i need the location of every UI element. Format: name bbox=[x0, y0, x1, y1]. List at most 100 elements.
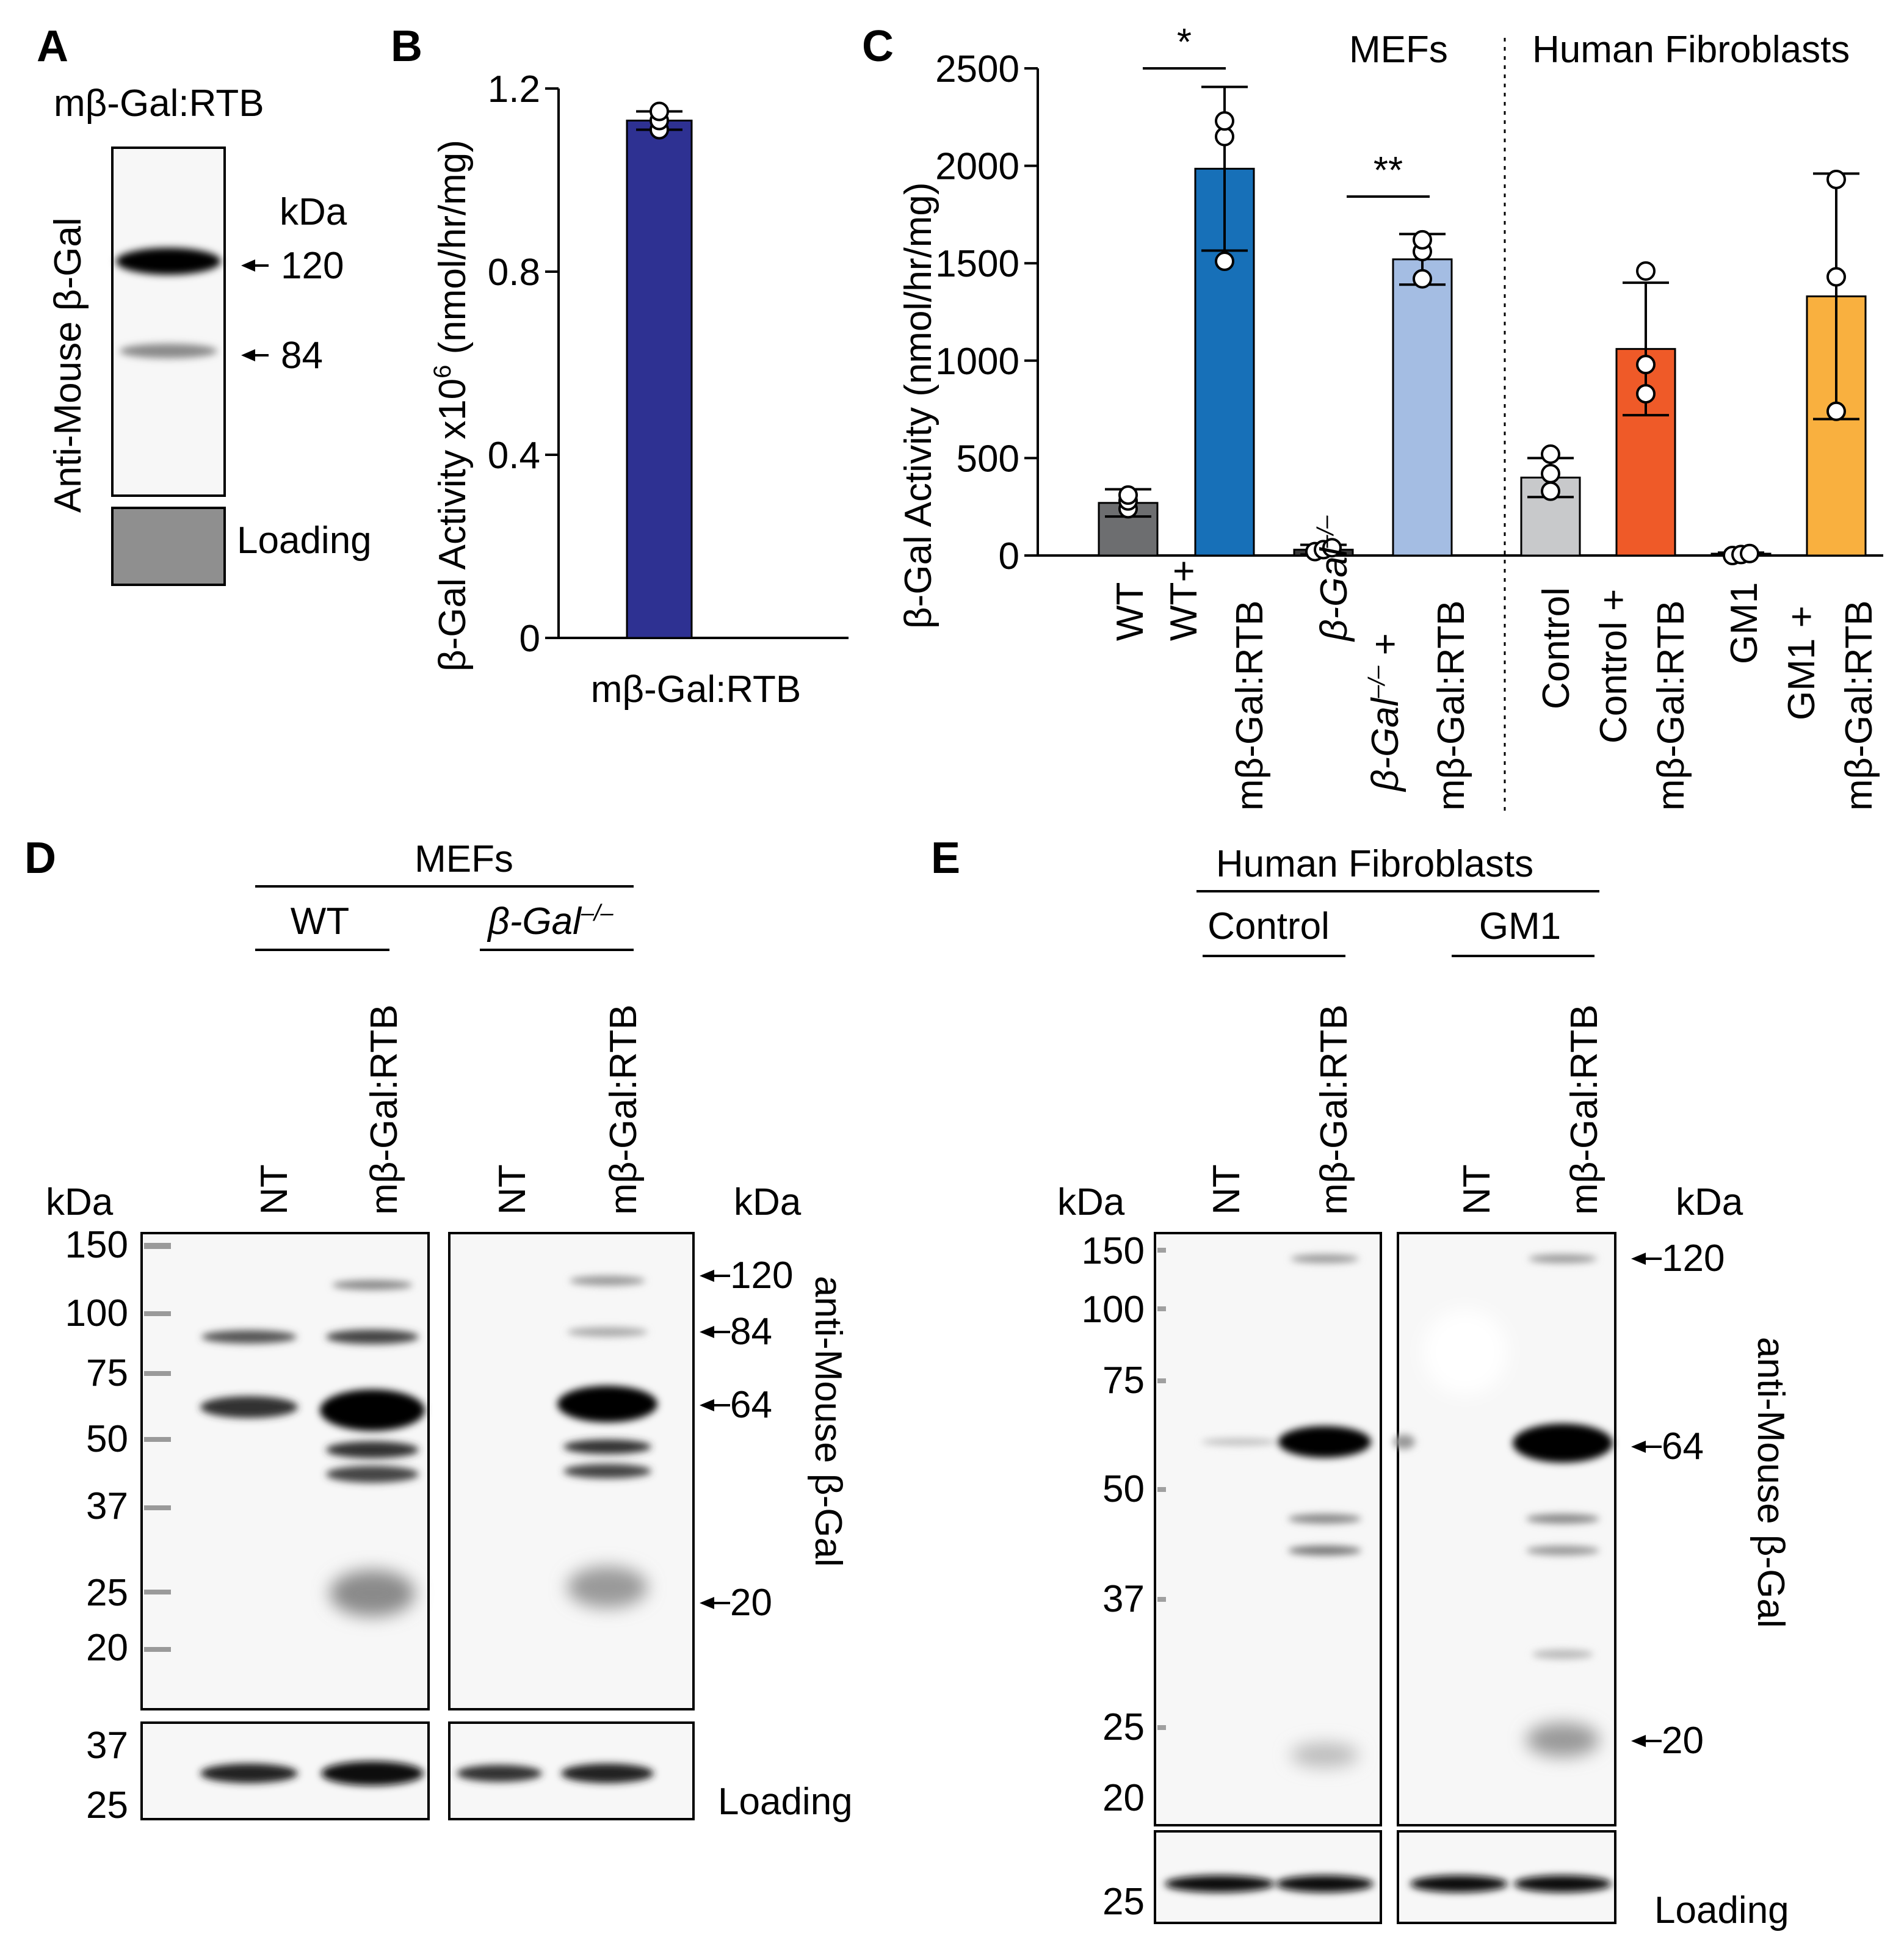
panel-e-arrow-120: 120 bbox=[1631, 1237, 1725, 1279]
panel-d: D MEFs WT β-Gal–/– NT mβ-Gal:RTB NT mβ-G… bbox=[24, 834, 853, 1826]
data-point bbox=[1826, 267, 1846, 287]
data-point bbox=[1215, 111, 1234, 131]
panel-e: E Human Fibroblasts Control GM1 NT mβ-Ga… bbox=[931, 834, 1792, 1931]
panel-d-band-rtb-64 bbox=[320, 1389, 425, 1431]
panel-e-band-ctrl-50a bbox=[1288, 1514, 1361, 1524]
panel-d-band-nt-64 bbox=[200, 1396, 298, 1418]
panel-d-group: MEFs bbox=[414, 838, 513, 880]
panel-d-band-ko-rtb-64 bbox=[557, 1386, 657, 1422]
y-tick-label: 1.2 bbox=[488, 68, 540, 110]
data-point bbox=[1636, 355, 1656, 375]
panel-d-band-rtb-50b bbox=[326, 1466, 419, 1483]
panel-e-ladder-75: 75 bbox=[1102, 1359, 1145, 1402]
bar bbox=[1392, 258, 1453, 557]
panel-d-band-ko-rtb-120 bbox=[570, 1276, 645, 1286]
data-point bbox=[1636, 384, 1656, 404]
panel-e-lane-1: NT bbox=[1206, 1164, 1248, 1215]
panel-e-loading-label: Loading bbox=[1654, 1889, 1789, 1931]
panel-c-star-single: * bbox=[1177, 21, 1192, 63]
panel-d-band-nt-84 bbox=[201, 1330, 297, 1344]
panel-d-loading-ladder-37: 37 bbox=[86, 1725, 128, 1767]
panel-a-arrow-120: 120 bbox=[241, 245, 344, 287]
panel-d-arrow-64: 64 bbox=[700, 1384, 772, 1426]
panel-e-ladder-20: 20 bbox=[1102, 1777, 1145, 1819]
panel-d-ladder-150: 150 bbox=[65, 1224, 128, 1266]
panel-e-lane-3: NT bbox=[1456, 1164, 1498, 1215]
panel-a-label: A bbox=[37, 22, 68, 71]
panel-a: A mβ-Gal:RTB Anti-Mouse β-Gal kDa 120 84… bbox=[37, 22, 372, 586]
y-tick-label: 500 bbox=[957, 438, 1019, 480]
panel-d-label: D bbox=[24, 834, 56, 883]
panel-c-tick-control-plus-sub: mβ-Gal:RTB bbox=[1650, 600, 1692, 811]
panel-b: B 0 0.4 0.8 1.2 mβ-Gal:RTB β-Gal Activity x1… bbox=[391, 22, 849, 711]
panel-c-chart: 0 500 1000 1500 2000 2500 bbox=[935, 48, 1883, 577]
panel-c-star-double: ** bbox=[1374, 150, 1403, 192]
panel-e-sub-gm1: GM1 bbox=[1479, 905, 1561, 947]
panel-a-band-120 bbox=[116, 248, 221, 275]
panel-d-arrow-84: 84 bbox=[700, 1311, 772, 1353]
panel-e-band-gm1-50b bbox=[1526, 1546, 1599, 1555]
panel-d-ladder-75: 75 bbox=[86, 1352, 128, 1394]
y-tick-label: 0.8 bbox=[488, 252, 540, 294]
panel-c-label: C bbox=[862, 22, 894, 71]
panel-c-tick-gm1: GM1 bbox=[1723, 582, 1765, 664]
y-tick-label: 1500 bbox=[935, 243, 1019, 285]
svg-text:20: 20 bbox=[730, 1582, 772, 1624]
y-tick-label: 0 bbox=[519, 618, 540, 660]
panel-e-ladder-100: 100 bbox=[1082, 1289, 1145, 1331]
panel-a-loading-label: Loading bbox=[237, 519, 372, 562]
panel-e-band-ctrl-64 bbox=[1278, 1426, 1371, 1458]
panel-b-label: B bbox=[391, 22, 422, 71]
panel-e-group: Human Fibroblasts bbox=[1216, 843, 1533, 885]
panel-a-marker-120: 120 bbox=[281, 245, 344, 287]
panel-d-arrow-120: 120 bbox=[700, 1254, 793, 1297]
panel-b-xtick: mβ-Gal:RTB bbox=[591, 668, 802, 711]
panel-e-band-gm1-120 bbox=[1529, 1254, 1597, 1263]
data-point bbox=[1541, 481, 1560, 501]
panel-c-tick-gm1-plus-sub: mβ-Gal:RTB bbox=[1838, 600, 1880, 811]
panel-e-side-label: anti-Mouse β-Gal bbox=[1750, 1337, 1792, 1628]
panel-d-band-ko-rtb-20 bbox=[567, 1566, 648, 1608]
data-point bbox=[1826, 169, 1846, 189]
panel-e-loading-ladder-25: 25 bbox=[1102, 1881, 1145, 1923]
panel-a-marker-84: 84 bbox=[281, 335, 323, 377]
panel-e-blot-control bbox=[1154, 1232, 1382, 1826]
panel-d-lane-1: NT bbox=[253, 1164, 295, 1215]
panel-e-kda-left: kDa bbox=[1057, 1181, 1125, 1223]
panel-d-band-rtb-50a bbox=[326, 1441, 419, 1458]
panel-e-sub-control: Control bbox=[1207, 905, 1330, 947]
panel-e-band-ctrl-120 bbox=[1290, 1254, 1359, 1263]
panel-c-tick-gm1-plus: GM1 + bbox=[1781, 606, 1823, 720]
panel-d-sub-wt: WT bbox=[291, 900, 349, 943]
panel-e-ladder-25: 25 bbox=[1102, 1706, 1145, 1748]
panel-c-sig-2: ** bbox=[1347, 150, 1430, 198]
panel-e-arrow-64: 64 bbox=[1631, 1425, 1704, 1468]
data-point bbox=[1636, 261, 1656, 281]
panel-d-lane-4: mβ-Gal:RTB bbox=[603, 1004, 645, 1215]
data-point bbox=[1826, 401, 1846, 421]
panel-a-kda: kDa bbox=[280, 191, 347, 233]
svg-text:84: 84 bbox=[730, 1311, 772, 1353]
svg-text:64: 64 bbox=[730, 1384, 772, 1426]
panel-e-band-gm1-50a bbox=[1526, 1514, 1599, 1524]
data-point bbox=[1740, 543, 1759, 563]
panel-d-band-ko-rtb-84 bbox=[567, 1327, 648, 1337]
panel-e-kda-right: kDa bbox=[1676, 1181, 1743, 1223]
panel-e-arrow-20: 20 bbox=[1631, 1720, 1704, 1762]
panel-d-ladder-37: 37 bbox=[86, 1485, 128, 1527]
panel-c-tick-wt: WT bbox=[1109, 582, 1151, 641]
panel-d-ladder-marks bbox=[144, 1243, 171, 1652]
y-tick-label: 2000 bbox=[935, 146, 1019, 188]
bar bbox=[626, 120, 693, 639]
panel-d-ladder-50: 50 bbox=[86, 1418, 128, 1460]
panel-e-band-ctrl-50b bbox=[1288, 1546, 1361, 1555]
panel-d-arrow-20: 20 bbox=[700, 1582, 772, 1624]
panel-d-band-rtb-20 bbox=[330, 1570, 415, 1616]
panel-c-tick-ko: β-Gal–/– bbox=[1313, 515, 1355, 642]
data-point bbox=[1541, 463, 1560, 483]
panel-c-tick-ko-plus-sub: mβ-Gal:RTB bbox=[1430, 600, 1472, 811]
panel-a-blot bbox=[111, 147, 226, 497]
svg-text:120: 120 bbox=[730, 1254, 793, 1297]
panel-c-ylabel: β-Gal Activity (nmol/hr/mg) bbox=[897, 182, 939, 629]
